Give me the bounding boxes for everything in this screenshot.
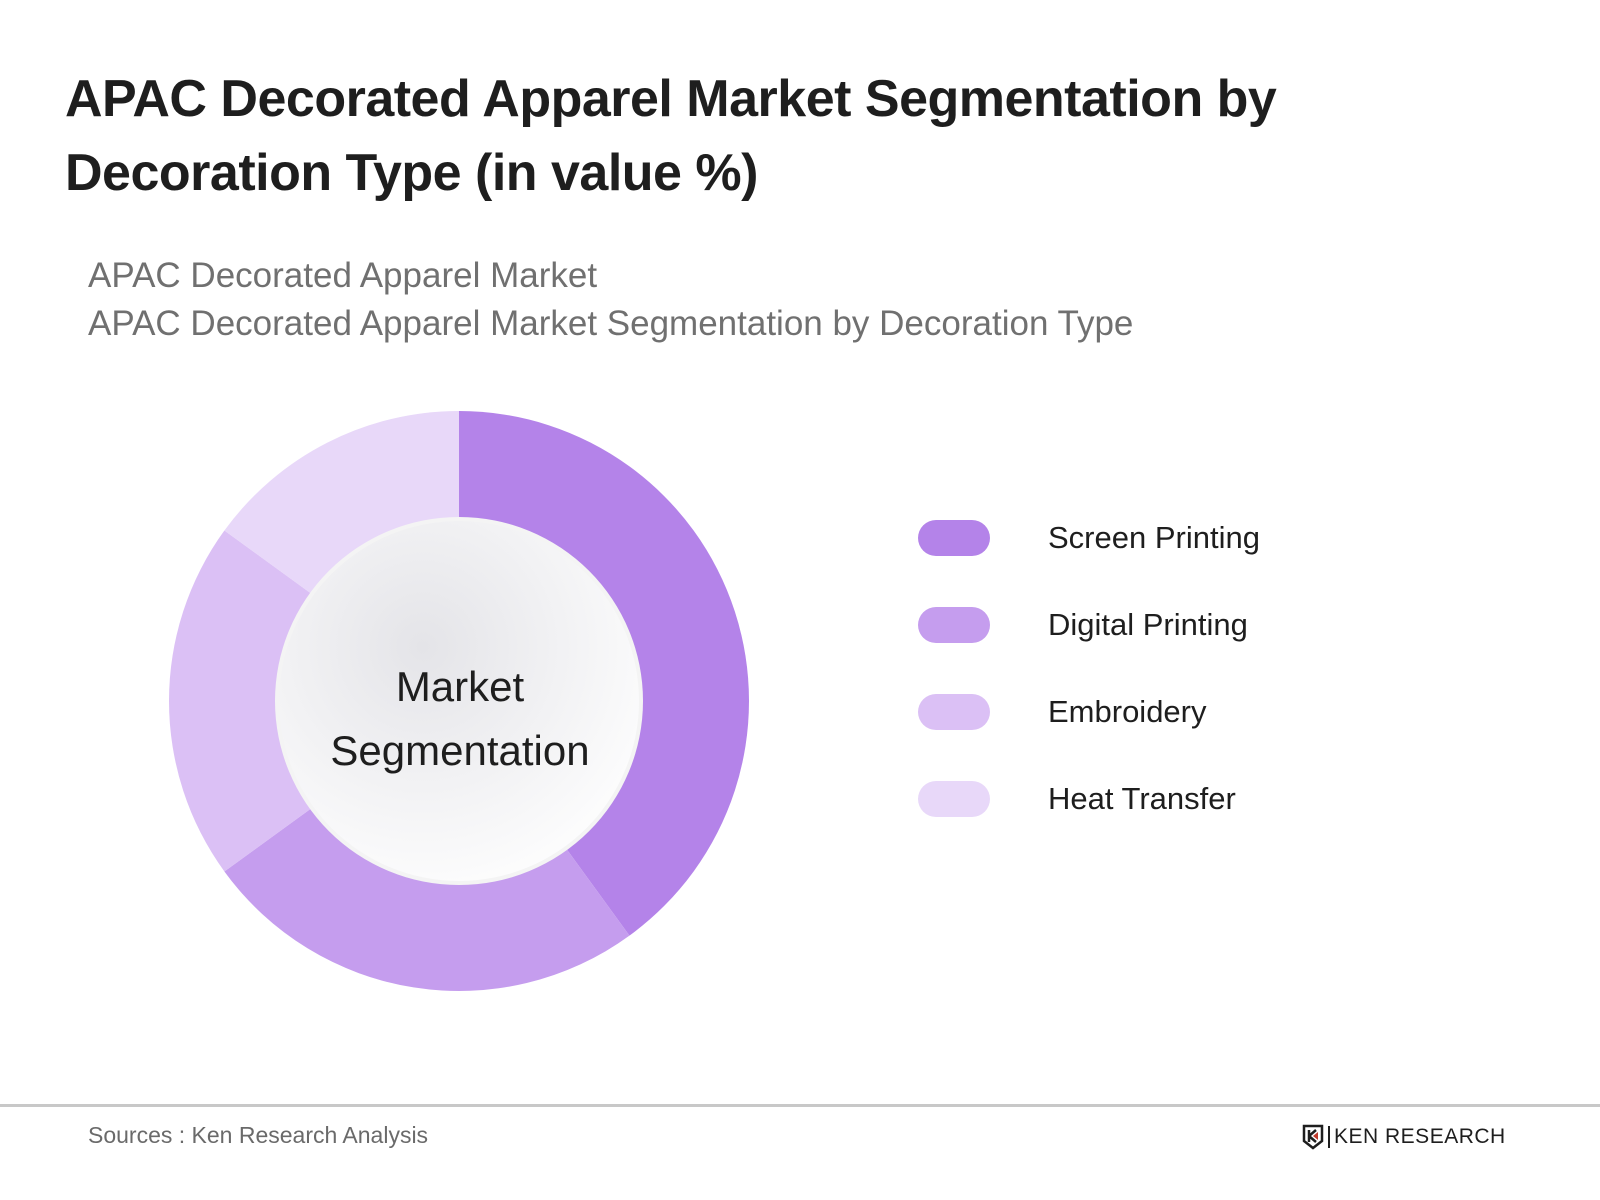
brand-logo: KEN RESEARCH — [1302, 1124, 1506, 1150]
legend-swatch-icon — [918, 694, 990, 730]
footer-divider — [0, 1104, 1600, 1107]
brand-name: KEN RESEARCH — [1334, 1125, 1506, 1148]
legend: Screen Printing Digital Printing Embroid… — [918, 520, 1260, 868]
center-label: Market Segmentation — [300, 655, 620, 783]
center-label-line-2: Segmentation — [330, 727, 590, 774]
donut-chart — [160, 400, 780, 1020]
logo-separator — [1328, 1126, 1330, 1148]
legend-swatch-icon — [918, 520, 990, 556]
subtitle-line-2: APAC Decorated Apparel Market Segmentati… — [88, 304, 1134, 343]
center-label-line-1: Market — [395, 663, 525, 710]
legend-item-embroidery: Embroidery — [918, 694, 1260, 730]
legend-label: Screen Printing — [1048, 520, 1260, 555]
legend-item-digital-printing: Digital Printing — [918, 607, 1260, 643]
center-hole — [279, 521, 639, 881]
ken-research-logo-icon — [1302, 1124, 1324, 1150]
legend-label: Digital Printing — [1048, 607, 1248, 642]
chart-subtitle: APAC Decorated Apparel Market APAC Decor… — [88, 252, 1133, 348]
legend-swatch-icon — [918, 781, 990, 817]
legend-label: Heat Transfer — [1048, 781, 1236, 816]
donut-svg — [168, 411, 749, 991]
legend-item-heat-transfer: Heat Transfer — [918, 781, 1260, 817]
chart-title: APAC Decorated Apparel Market Segmentati… — [65, 70, 1277, 202]
legend-item-screen-printing: Screen Printing — [918, 520, 1260, 556]
legend-swatch-icon — [918, 607, 990, 643]
legend-label: Embroidery — [1048, 694, 1207, 729]
subtitle-line-1: APAC Decorated Apparel Market — [88, 256, 598, 295]
source-note: Sources : Ken Research Analysis — [88, 1122, 429, 1148]
